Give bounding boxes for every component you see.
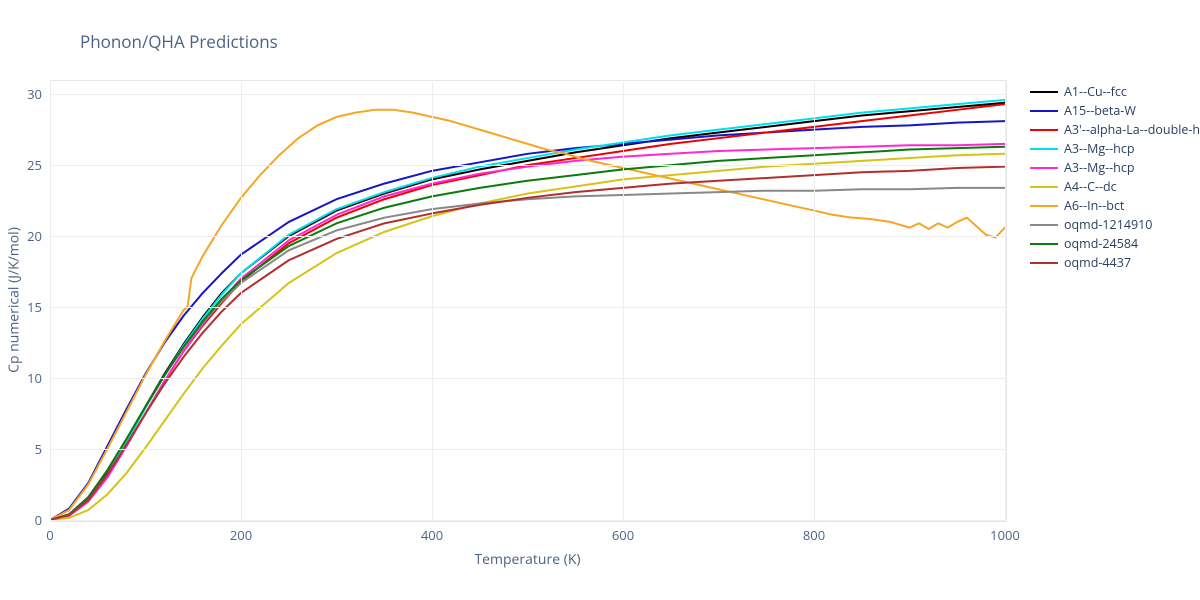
x-tick-label: 600	[612, 526, 634, 544]
series-line[interactable]	[50, 100, 1005, 520]
legend-item[interactable]: oqmd-4437	[1030, 253, 1200, 272]
legend[interactable]: A1--Cu--fcc A15--beta-W A3'--alpha-La--dou…	[1030, 82, 1200, 272]
legend-label: A15--beta-W	[1064, 102, 1136, 119]
y-tick-label: 15	[27, 298, 50, 316]
y-tick-label: 20	[27, 227, 50, 245]
legend-label: A1--Cu--fcc	[1064, 83, 1127, 100]
legend-item[interactable]: A3'--alpha-La--double-hcp	[1030, 120, 1200, 139]
y-gridline	[50, 520, 1005, 521]
x-gridline	[623, 80, 624, 520]
x-gridline	[814, 80, 815, 520]
y-tick-label: 30	[27, 85, 50, 103]
legend-label: oqmd-1214910	[1064, 216, 1152, 233]
legend-label: A6--In--bct	[1064, 197, 1124, 214]
legend-swatch	[1030, 224, 1058, 226]
legend-item[interactable]: A6--In--bct	[1030, 196, 1200, 215]
legend-item[interactable]: A3--Mg--hcp	[1030, 139, 1200, 158]
legend-item[interactable]: oqmd-24584	[1030, 234, 1200, 253]
legend-item[interactable]: A15--beta-W	[1030, 101, 1200, 120]
legend-swatch	[1030, 110, 1058, 112]
chart-root: Phonon/QHA Predictions 02004006008001000…	[0, 0, 1200, 600]
plot-svg	[0, 0, 1200, 600]
series-line[interactable]	[50, 188, 1005, 520]
series-line[interactable]	[50, 147, 1005, 520]
y-gridline	[50, 378, 1005, 379]
y-axis-label: Cp numerical (J/K/mol)	[5, 227, 24, 373]
legend-swatch	[1030, 186, 1058, 188]
y-gridline	[50, 307, 1005, 308]
legend-label: oqmd-4437	[1064, 254, 1131, 271]
legend-label: A4--C--dc	[1064, 178, 1117, 195]
x-gridline	[432, 80, 433, 520]
legend-swatch	[1030, 243, 1058, 245]
y-tick-label: 25	[27, 156, 50, 174]
y-gridline	[50, 165, 1005, 166]
x-tick-label: 400	[421, 526, 443, 544]
y-gridline	[50, 449, 1005, 450]
y-tick-label: 10	[27, 369, 50, 387]
legend-label: oqmd-24584	[1064, 235, 1138, 252]
x-gridline	[50, 80, 51, 520]
legend-label: A3--Mg--hcp	[1064, 159, 1134, 176]
legend-label: A3--Mg--hcp	[1064, 140, 1134, 157]
legend-swatch	[1030, 205, 1058, 207]
legend-item[interactable]: oqmd-1214910	[1030, 215, 1200, 234]
legend-label: A3'--alpha-La--double-hcp	[1064, 121, 1200, 138]
x-tick-label: 200	[230, 526, 252, 544]
legend-item[interactable]: A4--C--dc	[1030, 177, 1200, 196]
legend-swatch	[1030, 129, 1058, 131]
legend-swatch	[1030, 91, 1058, 93]
x-axis-label: Temperature (K)	[474, 550, 580, 569]
x-tick-label: 800	[803, 526, 825, 544]
series-line[interactable]	[50, 167, 1005, 520]
y-gridline	[50, 94, 1005, 95]
legend-item[interactable]: A1--Cu--fcc	[1030, 82, 1200, 101]
legend-swatch	[1030, 167, 1058, 169]
x-gridline	[241, 80, 242, 520]
y-tick-label: 0	[35, 511, 50, 529]
legend-swatch	[1030, 148, 1058, 150]
y-gridline	[50, 236, 1005, 237]
x-tick-label: 1000	[990, 526, 1020, 544]
y-tick-label: 5	[35, 440, 50, 458]
legend-item[interactable]: A3--Mg--hcp	[1030, 158, 1200, 177]
legend-swatch	[1030, 262, 1058, 264]
x-gridline	[1005, 80, 1006, 520]
